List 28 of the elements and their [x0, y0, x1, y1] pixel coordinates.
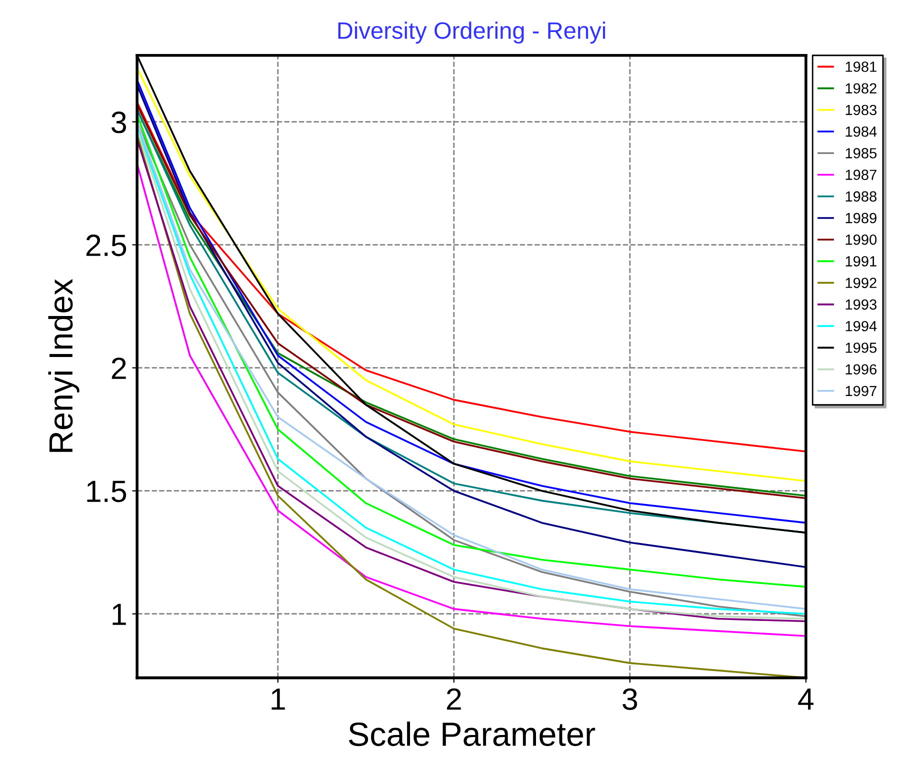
x-tick-label: 2 [446, 688, 461, 710]
x-axis-title: Scale Parameter [348, 722, 596, 746]
legend-label: 1981 [846, 62, 876, 72]
legend-label: 1996 [846, 364, 876, 375]
legend-label: 1993 [846, 299, 876, 310]
y-tick-label: 3 [112, 112, 126, 134]
legend-label: 1990 [846, 234, 877, 245]
x-tick-label: 1 [272, 688, 285, 710]
legend-label: 1988 [846, 191, 876, 202]
y-tick-label: 2.5 [86, 234, 126, 256]
legend-label: 1989 [846, 212, 876, 224]
legend-label: 1991 [846, 256, 876, 266]
y-axis-title: Renyi Index [48, 278, 80, 452]
y-tick-label: 1.5 [87, 480, 126, 502]
x-tick-label: 3 [622, 688, 638, 710]
y-tick-label: 1 [112, 604, 126, 625]
legend-label: 1987 [846, 170, 876, 180]
legend-label: 1992 [846, 278, 876, 288]
legend-label: 1994 [846, 320, 877, 332]
x-tick-label: 4 [798, 688, 814, 710]
y-tick-label: 2 [112, 358, 126, 379]
chart-title: Diversity Ordering - Renyi [338, 22, 606, 44]
legend-label: 1995 [846, 342, 877, 353]
legend-label: 1984 [846, 126, 877, 137]
legend-label: 1982 [846, 83, 876, 94]
legend-label: 1985 [846, 148, 877, 158]
legend-label: 1983 [846, 104, 876, 116]
legend-label: 1997 [846, 386, 876, 396]
